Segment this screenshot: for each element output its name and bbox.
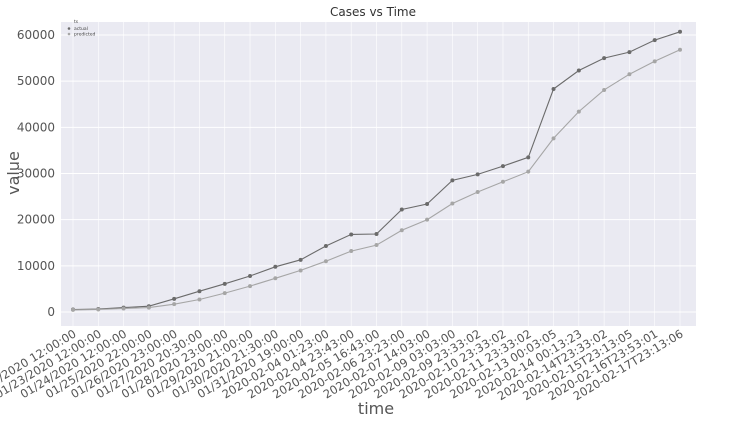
data-point-actual [374, 231, 379, 236]
legend-entry-predicted: predicted [74, 32, 95, 38]
data-point-actual [172, 296, 177, 301]
data-point-actual [678, 29, 682, 34]
series-layer [71, 29, 682, 312]
data-point-predicted [475, 189, 480, 194]
y-tick-label: 10000 [17, 259, 55, 273]
y-tick-labels: 0 10000 20000 30000 40000 50000 60000 [17, 28, 55, 319]
data-point-actual [197, 289, 202, 294]
data-point-predicted [121, 306, 126, 311]
y-tick-label: 60000 [17, 28, 55, 42]
legend-entry-actual: actual [74, 26, 88, 32]
data-point-actual [349, 232, 354, 237]
data-point-predicted [576, 109, 581, 114]
legend-marker-predicted [67, 32, 71, 36]
data-point-actual [652, 38, 657, 43]
y-axis-label: value [4, 151, 23, 195]
data-point-predicted [526, 169, 531, 174]
x-axis-label: time [358, 399, 394, 418]
y-tick-label: 0 [47, 305, 55, 319]
data-point-predicted [248, 284, 253, 289]
data-point-predicted [627, 72, 632, 77]
data-point-predicted [197, 297, 202, 302]
data-point-predicted [500, 179, 505, 184]
data-point-actual [475, 172, 480, 177]
data-point-actual [323, 243, 328, 248]
data-point-predicted [172, 302, 177, 307]
data-point-predicted [273, 276, 278, 281]
data-point-predicted [652, 59, 657, 64]
data-point-predicted [222, 291, 227, 296]
data-point-predicted [602, 87, 607, 92]
data-point-predicted [450, 201, 455, 206]
data-point-predicted [71, 307, 75, 312]
data-point-actual [273, 264, 278, 269]
legend-marker-actual [67, 27, 71, 30]
data-point-actual [248, 273, 253, 278]
legend: ts actual predicted [67, 19, 95, 38]
data-point-predicted [349, 249, 354, 254]
data-point-actual [399, 207, 404, 212]
data-point-actual [500, 164, 505, 169]
data-point-predicted [96, 307, 101, 312]
legend-title: ts [74, 19, 79, 25]
data-point-predicted [425, 217, 430, 222]
grid-lines [61, 22, 696, 326]
data-point-predicted [678, 47, 682, 52]
data-point-actual [425, 201, 430, 206]
y-tick-label: 30000 [17, 167, 55, 181]
data-point-actual [298, 257, 303, 262]
data-point-actual [576, 68, 581, 73]
data-point-actual [551, 87, 556, 92]
data-point-predicted [298, 268, 303, 273]
data-point-predicted [399, 228, 404, 233]
y-tick-label: 20000 [17, 213, 55, 227]
data-point-actual [526, 155, 531, 160]
y-tick-label: 40000 [17, 120, 55, 134]
chart-title: Cases vs Time [330, 5, 416, 19]
data-point-predicted [146, 305, 151, 310]
data-point-actual [222, 281, 227, 286]
data-point-actual [602, 56, 607, 61]
data-point-actual [627, 50, 632, 55]
data-point-predicted [323, 259, 328, 264]
data-point-predicted [374, 243, 379, 248]
data-point-predicted [551, 136, 556, 141]
data-point-actual [450, 178, 455, 183]
y-tick-label: 50000 [17, 74, 55, 88]
